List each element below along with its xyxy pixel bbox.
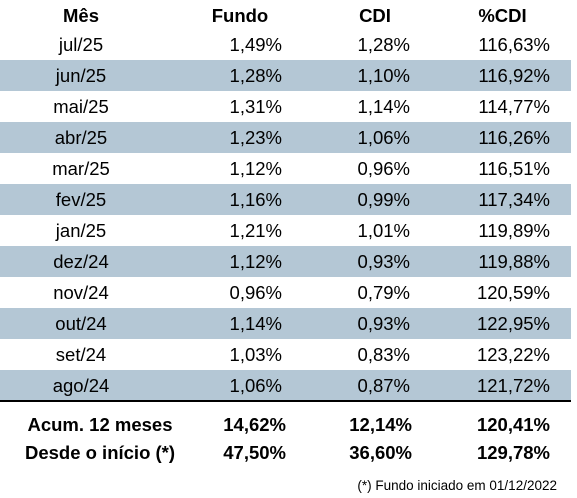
table-row: jan/25 1,21% 1,01% 119,89% — [0, 215, 571, 246]
table-row: mar/25 1,12% 0,96% 116,51% — [0, 153, 571, 184]
row-mes: ago/24 — [52, 375, 110, 396]
row-cdi: 0,79% — [357, 282, 410, 303]
row-mes: out/24 — [55, 313, 107, 334]
header-pct-cdi: %CDI — [478, 5, 527, 26]
row-pct-cdi: 116,92% — [478, 65, 550, 86]
table-row: fev/25 1,16% 0,99% 117,34% — [0, 184, 571, 215]
row-mes: mar/25 — [52, 158, 110, 179]
row-pct-cdi: 119,88% — [478, 251, 550, 272]
table-row: jul/25 1,49% 1,28% 116,63% — [0, 29, 571, 60]
table-header: Mês Fundo CDI %CDI — [0, 0, 571, 31]
row-cdi: 1,01% — [357, 220, 410, 241]
row-fundo: 1,03% — [229, 344, 282, 365]
row-mes: fev/25 — [55, 189, 107, 210]
table-row: ago/24 1,06% 0,87% 121,72% — [0, 370, 571, 401]
table-row: jun/25 1,28% 1,10% 116,92% — [0, 60, 571, 91]
header-fundo: Fundo — [211, 5, 269, 26]
totals-pct-cdi: 129,78% — [476, 442, 550, 463]
row-fundo: 1,06% — [229, 375, 282, 396]
row-pct-cdi: 116,26% — [478, 127, 550, 148]
table-row: mai/25 1,31% 1,14% 114,77% — [0, 91, 571, 122]
row-fundo: 1,23% — [229, 127, 282, 148]
row-cdi: 1,06% — [357, 127, 410, 148]
row-cdi: 1,28% — [357, 34, 410, 55]
totals-fundo: 47,50% — [223, 442, 286, 463]
totals-divider — [0, 400, 571, 402]
row-cdi: 1,10% — [357, 65, 410, 86]
totals-fundo: 14,62% — [223, 414, 286, 435]
row-cdi: 0,83% — [357, 344, 410, 365]
table-row: out/24 1,14% 0,93% 122,95% — [0, 308, 571, 339]
totals-label: Acum. 12 meses — [27, 414, 173, 435]
totals-row: Acum. 12 meses 14,62% 12,14% 120,41% — [0, 409, 571, 440]
row-fundo: 1,14% — [229, 313, 282, 334]
row-pct-cdi: 122,95% — [476, 313, 550, 334]
row-mes: mai/25 — [53, 96, 109, 117]
row-pct-cdi: 116,63% — [478, 34, 550, 55]
row-fundo: 1,12% — [229, 251, 282, 272]
row-fundo: 1,12% — [229, 158, 282, 179]
table-row: set/24 1,03% 0,83% 123,22% — [0, 339, 571, 370]
row-cdi: 0,93% — [357, 313, 410, 334]
row-fundo: 1,31% — [229, 96, 282, 117]
totals-row: Desde o início (*) 47,50% 36,60% 129,78% — [0, 437, 571, 468]
row-cdi: 0,93% — [357, 251, 410, 272]
row-fundo: 0,96% — [229, 282, 282, 303]
table-row: abr/25 1,23% 1,06% 116,26% — [0, 122, 571, 153]
table-row: dez/24 1,12% 0,93% 119,88% — [0, 246, 571, 277]
row-cdi: 0,99% — [357, 189, 410, 210]
row-pct-cdi: 121,72% — [476, 375, 550, 396]
row-mes: jul/25 — [58, 34, 104, 55]
row-pct-cdi: 116,51% — [478, 158, 550, 179]
row-cdi: 0,96% — [357, 158, 410, 179]
totals-cdi: 12,14% — [349, 414, 412, 435]
row-mes: set/24 — [55, 344, 107, 365]
row-cdi: 1,14% — [357, 96, 410, 117]
row-cdi: 0,87% — [357, 375, 410, 396]
row-pct-cdi: 119,89% — [478, 220, 550, 241]
row-pct-cdi: 123,22% — [476, 344, 550, 365]
totals-cdi: 36,60% — [349, 442, 412, 463]
header-mes: Mês — [63, 5, 99, 26]
row-fundo: 1,28% — [229, 65, 282, 86]
row-fundo: 1,21% — [229, 220, 282, 241]
row-fundo: 1,49% — [229, 34, 282, 55]
footnote: (*) Fundo iniciado em 01/12/2022 — [357, 478, 557, 493]
table-row: nov/24 0,96% 0,79% 120,59% — [0, 277, 571, 308]
totals-pct-cdi: 120,41% — [476, 414, 550, 435]
row-mes: abr/25 — [54, 127, 108, 148]
header-cdi: CDI — [359, 5, 391, 26]
row-pct-cdi: 114,77% — [478, 96, 550, 117]
row-fundo: 1,16% — [229, 189, 282, 210]
row-mes: dez/24 — [53, 251, 109, 272]
row-mes: jan/25 — [55, 220, 107, 241]
row-mes: jun/25 — [55, 65, 107, 86]
totals-label: Desde o início (*) — [24, 442, 176, 463]
row-pct-cdi: 117,34% — [478, 189, 550, 210]
row-mes: nov/24 — [53, 282, 109, 303]
row-pct-cdi: 120,59% — [476, 282, 550, 303]
